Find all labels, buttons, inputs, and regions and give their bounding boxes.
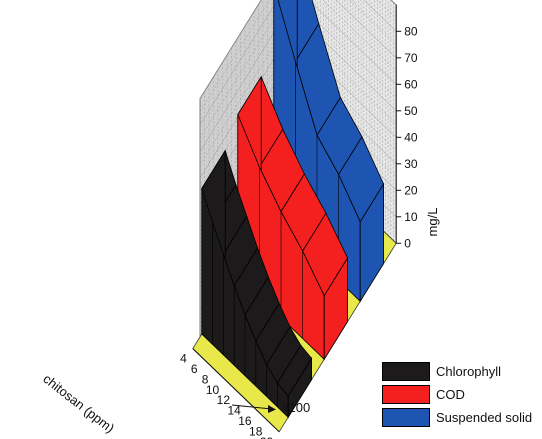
- x-tick-label: 14: [227, 404, 241, 418]
- x-tick-label: 12: [217, 393, 231, 407]
- legend-label-suspended-solid: Suspended solid: [436, 410, 533, 425]
- y-tick-label: 70: [404, 51, 418, 65]
- y-tick-label: 40: [404, 130, 418, 144]
- x-tick-label: 10: [206, 383, 220, 397]
- chart-series: [201, 0, 385, 419]
- y-tick-label: 80: [404, 24, 418, 38]
- x-tick-label: 20: [260, 435, 274, 439]
- x-tick-label: 8: [202, 372, 209, 386]
- y-tick-label: 20: [404, 183, 418, 197]
- legend-item-cod: COD: [382, 383, 540, 406]
- depth-unit-label: x100: [282, 400, 310, 415]
- x-tick-label: 16: [238, 414, 252, 428]
- x-axis-line: [192, 348, 280, 433]
- chart-axes: 01020304050607080468101214161820: [180, 4, 418, 439]
- y-tick-label: 10: [404, 210, 418, 224]
- legend-item-suspended-solid: Suspended solid: [382, 406, 540, 429]
- y-tick-label: 30: [404, 157, 418, 171]
- y-axis-label: mg/L: [425, 208, 440, 237]
- depth-arrow: [231, 404, 273, 410]
- series-chlorophyll: [201, 149, 313, 419]
- grid-line-y: [199, 0, 397, 112]
- ribbon-end-cap: [359, 182, 385, 303]
- legend-item-chlorophyll: Chlorophyll: [382, 360, 540, 383]
- legend-swatch-suspended-solid: [382, 408, 430, 427]
- y-tick-label: 60: [404, 77, 418, 91]
- y-tick-label: 50: [404, 104, 418, 118]
- legend-swatch-cod: [382, 385, 430, 404]
- grid-line-y: [199, 0, 397, 139]
- legend-label-chlorophyll: Chlorophyll: [436, 364, 502, 379]
- grid-line-y: [199, 0, 397, 165]
- x-tick-label: 4: [180, 352, 187, 366]
- legend-swatch-chlorophyll: [382, 362, 430, 381]
- y-tick-label: 0: [404, 236, 411, 250]
- grid-line-y: [199, 0, 397, 99]
- x-tick-label: 18: [249, 424, 263, 438]
- legend: Chlorophyll COD Suspended solid: [382, 360, 540, 429]
- ribbon-end-cap: [323, 256, 349, 361]
- x-axis-label: chitosan (ppm): [40, 371, 117, 436]
- legend-label-cod: COD: [436, 387, 465, 402]
- grid-line-y: [199, 0, 397, 126]
- grid-line-y: [199, 0, 397, 152]
- x-tick-label: 6: [191, 362, 198, 376]
- depth-arrowhead: [268, 405, 276, 413]
- ribbon-end-cap: [287, 356, 313, 419]
